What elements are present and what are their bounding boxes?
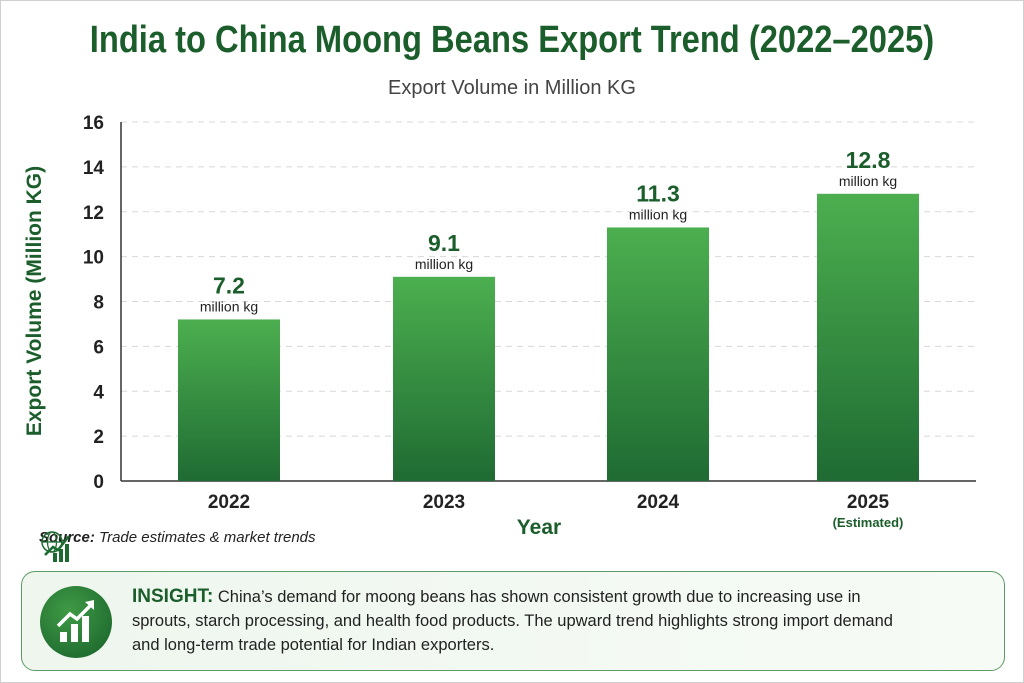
source-note: Source: Trade estimates & market trends — [39, 529, 316, 562]
bar-2025 — [817, 193, 919, 482]
y-tick-label: 4 — [93, 382, 104, 403]
data-label: 7.2 — [213, 272, 245, 298]
x-tick-label: 2025 — [847, 492, 890, 513]
data-label: 11.3 — [636, 180, 680, 206]
data-label: 9.1 — [428, 230, 460, 256]
y-tick-label: 10 — [83, 248, 104, 269]
chart-subtitle: Export Volume in Million KG — [388, 77, 636, 99]
x-tick-label: 2023 — [423, 492, 465, 513]
bar-2022 — [178, 319, 280, 481]
y-tick-label: 2 — [93, 427, 104, 448]
x-axis-label: Year — [517, 516, 561, 539]
bar-2023 — [393, 276, 495, 481]
y-tick-label: 6 — [93, 337, 104, 358]
insight-body: China’s demand for moong beans has shown… — [132, 588, 893, 654]
y-tick-label: 0 — [93, 472, 104, 493]
y-tick-label: 14 — [83, 158, 105, 179]
y-tick-label: 12 — [83, 203, 104, 224]
source-text: Trade estimates & market trends — [99, 529, 316, 546]
x-tick-label: 2024 — [637, 492, 680, 513]
insight-text: INSIGHT: China’s demand for moong beans … — [132, 585, 912, 657]
y-axis-label: Export Volume (Million KG) — [23, 166, 46, 436]
data-unit-label: million kg — [629, 206, 687, 222]
data-unit-label: million kg — [200, 298, 258, 314]
globe-growth-chart-icon — [41, 531, 70, 562]
data-unit-label: million kg — [839, 173, 897, 189]
y-tick-label: 8 — [93, 293, 104, 314]
x-tick-label: 2022 — [208, 492, 250, 513]
bar-2024 — [607, 227, 709, 481]
x-tick-note: (Estimated) — [833, 515, 904, 530]
y-tick-label: 16 — [83, 113, 104, 134]
bar-chart: Export Volume (Million KG) Year 0 2 4 6 8 10 1… — [23, 113, 976, 539]
insight-box: INSIGHT: China’s demand for moong beans … — [21, 571, 1005, 671]
chart-title: India to China Moong Beans Export Trend … — [89, 19, 935, 61]
data-label: 12.8 — [846, 147, 891, 173]
growth-chart-icon — [40, 586, 112, 658]
insight-label: INSIGHT: — [132, 586, 214, 607]
data-unit-label: million kg — [415, 256, 473, 272]
